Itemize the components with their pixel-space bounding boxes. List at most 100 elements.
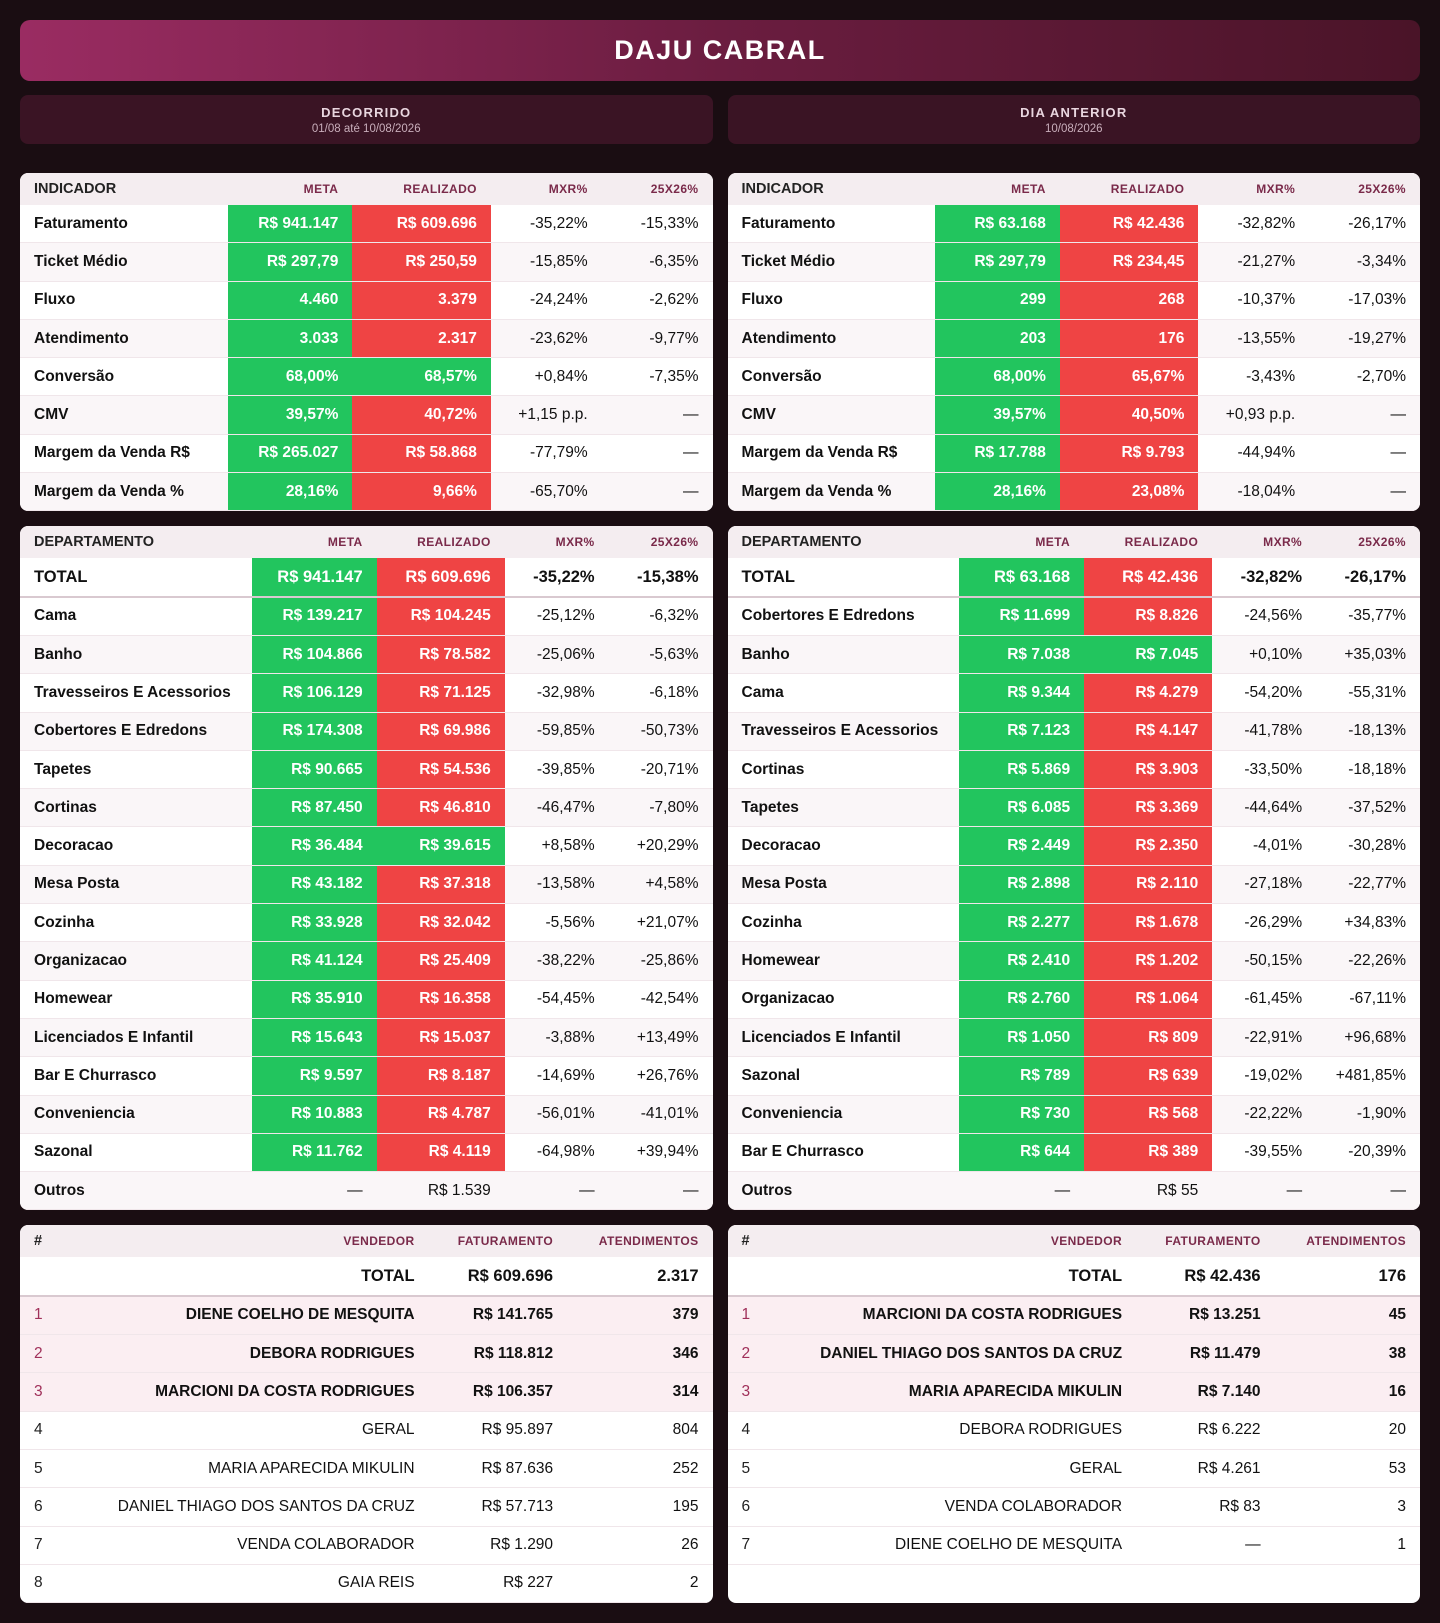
cell: — <box>1309 434 1420 474</box>
cell: R$ 41.124 <box>251 941 377 981</box>
cell: R$ 4.279 <box>1084 673 1213 713</box>
cell: MARIA APARECIDA MIKULIN <box>96 1449 429 1489</box>
cell: — <box>601 434 713 474</box>
seller-row: 5 GERAL R$ 4.261 53 <box>727 1449 1420 1489</box>
cell: R$ 11.699 <box>959 596 1085 636</box>
cell: R$ 227 <box>428 1564 568 1604</box>
cell: — <box>1309 472 1420 512</box>
cell: -55,31% <box>1316 673 1420 713</box>
cell: -9,77% <box>601 319 713 359</box>
period-range: 10/08/2026 <box>1044 122 1103 135</box>
row-label: Sazonal <box>727 1056 960 1096</box>
cell: R$ 63.168 <box>959 558 1085 598</box>
seller-row: 4 GERAL R$ 95.897 804 <box>20 1411 713 1450</box>
rank: 5 <box>20 1449 97 1489</box>
cell: R$ 7.123 <box>959 712 1085 751</box>
cell: R$ 32.042 <box>376 903 505 943</box>
table-head: INDICADOR META REALIZADO MXR% 25X26% <box>20 173 713 205</box>
cell: -32,82% <box>1198 205 1310 244</box>
data-row: Organizacao R$ 2.760 R$ 1.064 -61,45% -67,11… <box>727 980 1420 1019</box>
cell: R$ 11.479 <box>1136 1334 1275 1374</box>
cell: R$ 10.883 <box>251 1095 377 1134</box>
cell: +34,83% <box>1316 903 1420 943</box>
cell: R$ 297,79 <box>935 242 1060 282</box>
rank: 3 <box>727 1372 804 1412</box>
rank: 1 <box>20 1295 97 1336</box>
header-row: INDICADOR META REALIZADO MXR% 25X26% <box>20 173 713 205</box>
sellers-card: # VENDEDOR FATURAMENTO ATENDIMENTOS TOTAL R$ … <box>727 1225 1420 1604</box>
table-body: TOTAL R$ 941.147 R$ 609.696 -35,22% -15,38% C… <box>20 558 713 1211</box>
cell: -32,82% <box>1212 558 1317 598</box>
cell: R$ 809 <box>1084 1018 1213 1058</box>
cell: 68,00% <box>227 357 353 397</box>
table-body: TOTAL R$ 609.696 2.317 1 DIENE COELHO DE MES… <box>20 1257 713 1604</box>
cell: 40,50% <box>1059 395 1199 435</box>
cell: -5,56% <box>504 903 609 943</box>
cell: R$ 33.928 <box>251 903 377 943</box>
cell: 268 <box>1059 281 1199 320</box>
cell: R$ 141.765 <box>428 1295 568 1336</box>
cell: R$ 2.898 <box>959 865 1085 905</box>
cell: 195 <box>567 1487 713 1527</box>
row-label: TOTAL <box>20 558 252 598</box>
cell: R$ 106.129 <box>251 673 377 713</box>
total-row: TOTAL R$ 609.696 2.317 <box>20 1257 713 1297</box>
row-label: Cobertores E Edredons <box>20 712 252 751</box>
cell: DANIEL THIAGO DOS SANTOS DA CRUZ <box>803 1334 1137 1374</box>
cell: -32,98% <box>504 673 609 713</box>
cell: R$ 297,79 <box>227 242 353 282</box>
period-label: DIA ANTERIOR <box>1020 104 1128 120</box>
cell: -41,01% <box>608 1095 713 1134</box>
column-header: META <box>935 173 1060 205</box>
cell: R$ 2.449 <box>959 826 1085 866</box>
table-body: Faturamento R$ 63.168 R$ 42.436 -32,82% -26,… <box>727 205 1420 512</box>
cell: 346 <box>567 1334 713 1374</box>
cell: R$ 2.410 <box>959 941 1085 981</box>
cell: 1 <box>1274 1526 1420 1565</box>
cell: — <box>1316 1171 1420 1211</box>
column-header: VENDEDOR <box>96 1225 429 1258</box>
row-label: Conversão <box>20 357 228 397</box>
cell: R$ 4.119 <box>376 1133 505 1173</box>
cell: R$ 568 <box>1084 1095 1213 1134</box>
cell: R$ 39.615 <box>376 826 505 866</box>
cell: TOTAL <box>803 1257 1137 1297</box>
cell: R$ 95.897 <box>428 1411 568 1450</box>
row-label: CMV <box>20 395 228 435</box>
cell: — <box>959 1171 1085 1211</box>
cell: — <box>251 1171 377 1211</box>
row-label: Travesseiros E Acessorios <box>727 712 960 751</box>
cell: R$ 609.696 <box>428 1257 568 1297</box>
cell: 3.379 <box>352 281 491 320</box>
cell: R$ 57.713 <box>428 1487 568 1527</box>
cell: R$ 104.866 <box>251 635 377 675</box>
header-row: DEPARTAMENTO META REALIZADO MXR% 25X26% <box>727 526 1420 559</box>
cell: R$ 789 <box>959 1056 1085 1096</box>
cell: R$ 2.110 <box>1084 865 1213 905</box>
cell: 38 <box>1274 1334 1420 1374</box>
cell: -1,90% <box>1316 1095 1420 1134</box>
rank: 5 <box>727 1449 804 1489</box>
row-label: Tapetes <box>727 788 960 828</box>
seller-row: 7 VENDA COLABORADOR R$ 1.290 26 <box>20 1526 713 1565</box>
cell: -13,58% <box>504 865 609 905</box>
cell: -50,15% <box>1212 941 1317 981</box>
cell: -35,22% <box>504 558 609 598</box>
cell: -37,52% <box>1316 788 1420 828</box>
row-label: Ticket Médio <box>727 242 936 282</box>
cell: R$ 2.277 <box>959 903 1085 943</box>
row-label: Banho <box>727 635 960 675</box>
cell: -59,85% <box>504 712 609 751</box>
cell: -15,38% <box>608 558 713 598</box>
cell: -54,45% <box>504 980 609 1019</box>
cell: -23,62% <box>490 319 602 359</box>
cell: R$ 2.350 <box>1084 826 1213 866</box>
row-label: Cobertores E Edredons <box>727 596 960 636</box>
cell: 28,16% <box>227 472 353 512</box>
rank: 4 <box>20 1411 97 1450</box>
cell: R$ 9.793 <box>1059 434 1199 474</box>
column-header: VENDEDOR <box>803 1225 1137 1258</box>
cell: 2.317 <box>352 319 491 359</box>
cell: DANIEL THIAGO DOS SANTOS DA CRUZ <box>96 1487 429 1527</box>
